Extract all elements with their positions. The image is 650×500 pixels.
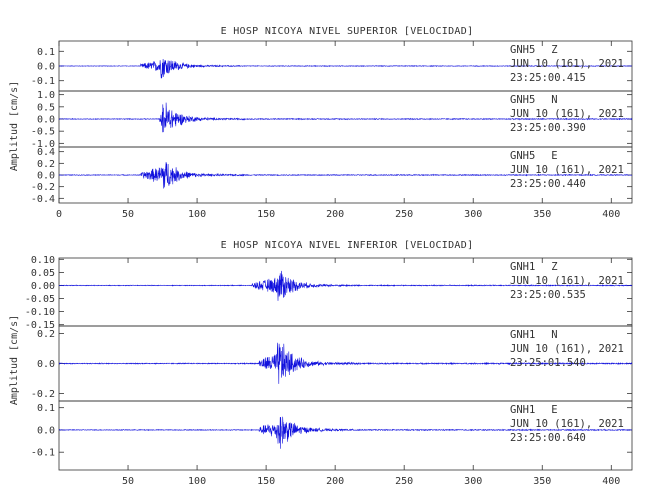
date-label: JUN 10 (161), 2021 [510,108,624,120]
component-code: N [551,94,557,106]
time-label: 23:25:00.640 [510,432,586,444]
component-code: E [551,150,557,162]
x-tick-label: 400 [602,209,620,220]
trace-panel: -0.1 0.0 0.1 GNH1 E JUN 10 (161), 2021 23:25:0… [31,400,633,471]
date-label: JUN 10 (161), 2021 [510,343,624,355]
y-tick-label: 0.2 [37,329,55,340]
seismic-trace [58,102,633,133]
seismic-trace [59,342,633,384]
y-tick-label: -0.10 [25,307,55,318]
x-tick-label: 300 [464,209,482,220]
y-tick-label: 0.1 [37,47,55,58]
y-tick-label: 1.0 [37,90,55,101]
x-tick-label: 400 [602,476,620,487]
chart-title-lower: E HOSP NICOYA NIVEL INFERIOR [VELOCIDAD] [221,240,474,251]
y-tick-label: 0.2 [37,159,55,170]
y-tick-label: -0.4 [31,194,55,205]
station-label: GNH1 E [510,404,558,416]
time-label: 23:25:00.440 [510,178,586,190]
y-tick-label: 0.0 [37,425,55,436]
trace-panel: -0.4-0.20.00.20.4 GNH5 E JUN 10 (161), 2021… [31,146,633,205]
trace-panel: -0.1 0.0 0.1 GNH5 Z JUN 10 (161), 2021 23:25:0… [31,40,633,92]
time-label: 23:25:00.390 [510,122,586,134]
y-tick-label: 0.10 [31,255,55,266]
station-label: GNH5 N [510,94,558,106]
x-tick-label: 250 [395,476,413,487]
y-tick-label: 0.05 [31,268,55,279]
y-tick-label: -0.1 [31,76,55,87]
lower-chart: E HOSP NICOYA NIVEL INFERIOR [VELOCIDAD]… [9,240,633,487]
y-tick-label: 0.0 [37,359,55,370]
x-tick-label: 250 [395,209,413,220]
y-tick-label: 0.0 [37,115,55,126]
seismic-trace [59,416,633,449]
y-tick-label: 0.0 [37,62,55,73]
upper-plot-area: -0.1 0.0 0.1 GNH5 Z JUN 10 (161), 2021 23:25:0… [31,40,633,220]
time-label: 23:25:00.535 [510,289,586,301]
y-tick-label: -0.2 [31,389,55,400]
station-code: GNH5 [510,150,535,162]
y-tick-label: -0.2 [31,182,55,193]
station-code: GNH5 [510,94,535,106]
component-code: N [551,329,557,341]
x-tick-label: 0 [56,209,62,220]
date-label: JUN 10 (161), 2021 [510,275,624,287]
x-tick-label: 100 [188,476,206,487]
x-tick-label: 200 [326,476,344,487]
trace-panel: -0.15 -0.10 -0.05 0.00 0.05 0.10 GNH1 Z JUN 10 (… [25,255,633,331]
x-tick-label: 150 [257,476,275,487]
x-tick-label: 150 [257,209,275,220]
y-tick-label: -0.05 [25,294,55,305]
station-label: GNH5 E [510,150,558,162]
y-tick-label: 0.5 [37,102,55,113]
time-label: 23:25:00.415 [510,72,586,84]
seismic-trace [59,58,633,79]
y-axis-label-lower: Amplitud [cm/s] [9,315,20,405]
x-tick-label: 50 [122,209,134,220]
station-label: GNH1 N [510,329,558,341]
chart-title-upper: E HOSP NICOYA NIVEL SUPERIOR [VELOCIDAD] [221,26,474,37]
date-label: JUN 10 (161), 2021 [510,164,624,176]
x-tick-label: 50 [122,476,134,487]
date-label: JUN 10 (161), 2021 [510,418,624,430]
y-tick-label: -0.1 [31,448,55,459]
x-tick-label: 300 [464,476,482,487]
seismic-trace [58,161,633,189]
trace-panel: -0.2 0.0 0.2 GNH1 N JUN 10 (161), 2021 23:25:0… [31,325,633,402]
panel-frame [58,400,633,471]
station-code: GNH1 [510,404,535,416]
y-tick-label: 0.0 [37,171,55,182]
station-label: GNH5 Z [510,44,558,56]
component-code: E [551,404,557,416]
station-code: GNH5 [510,44,535,56]
x-tick-label: 200 [326,209,344,220]
y-tick-label: -0.15 [25,320,55,331]
upper-chart: E HOSP NICOYA NIVEL SUPERIOR [VELOCIDAD]… [9,26,633,220]
y-tick-label: -0.5 [31,127,55,138]
y-tick-label: 0.00 [31,281,55,292]
trace-panel: -1.0-0.50.0 0.51.0 GNH5 N JUN 10 (161), 2021… [31,90,633,150]
x-tick-label: 100 [188,209,206,220]
station-code: GNH1 [510,261,535,273]
x-tick-label: 350 [533,476,551,487]
time-label: 23:25:01.540 [510,357,586,369]
y-tick-label: 0.4 [37,147,55,158]
component-code: Z [551,261,557,273]
y-tick-label: 0.1 [37,403,55,414]
component-code: Z [551,44,557,56]
seismic-trace [58,270,633,301]
station-label: GNH1 Z [510,261,558,273]
x-tick-label: 350 [533,209,551,220]
y-axis-label-upper: Amplitud [cm/s] [9,81,20,171]
y-tick-label: -1.0 [31,139,55,150]
station-code: GNH1 [510,329,535,341]
date-label: JUN 10 (161), 2021 [510,58,624,70]
lower-plot-area: -0.15 -0.10 -0.05 0.00 0.05 0.10 GNH1 Z JUN 10 (… [25,255,633,487]
